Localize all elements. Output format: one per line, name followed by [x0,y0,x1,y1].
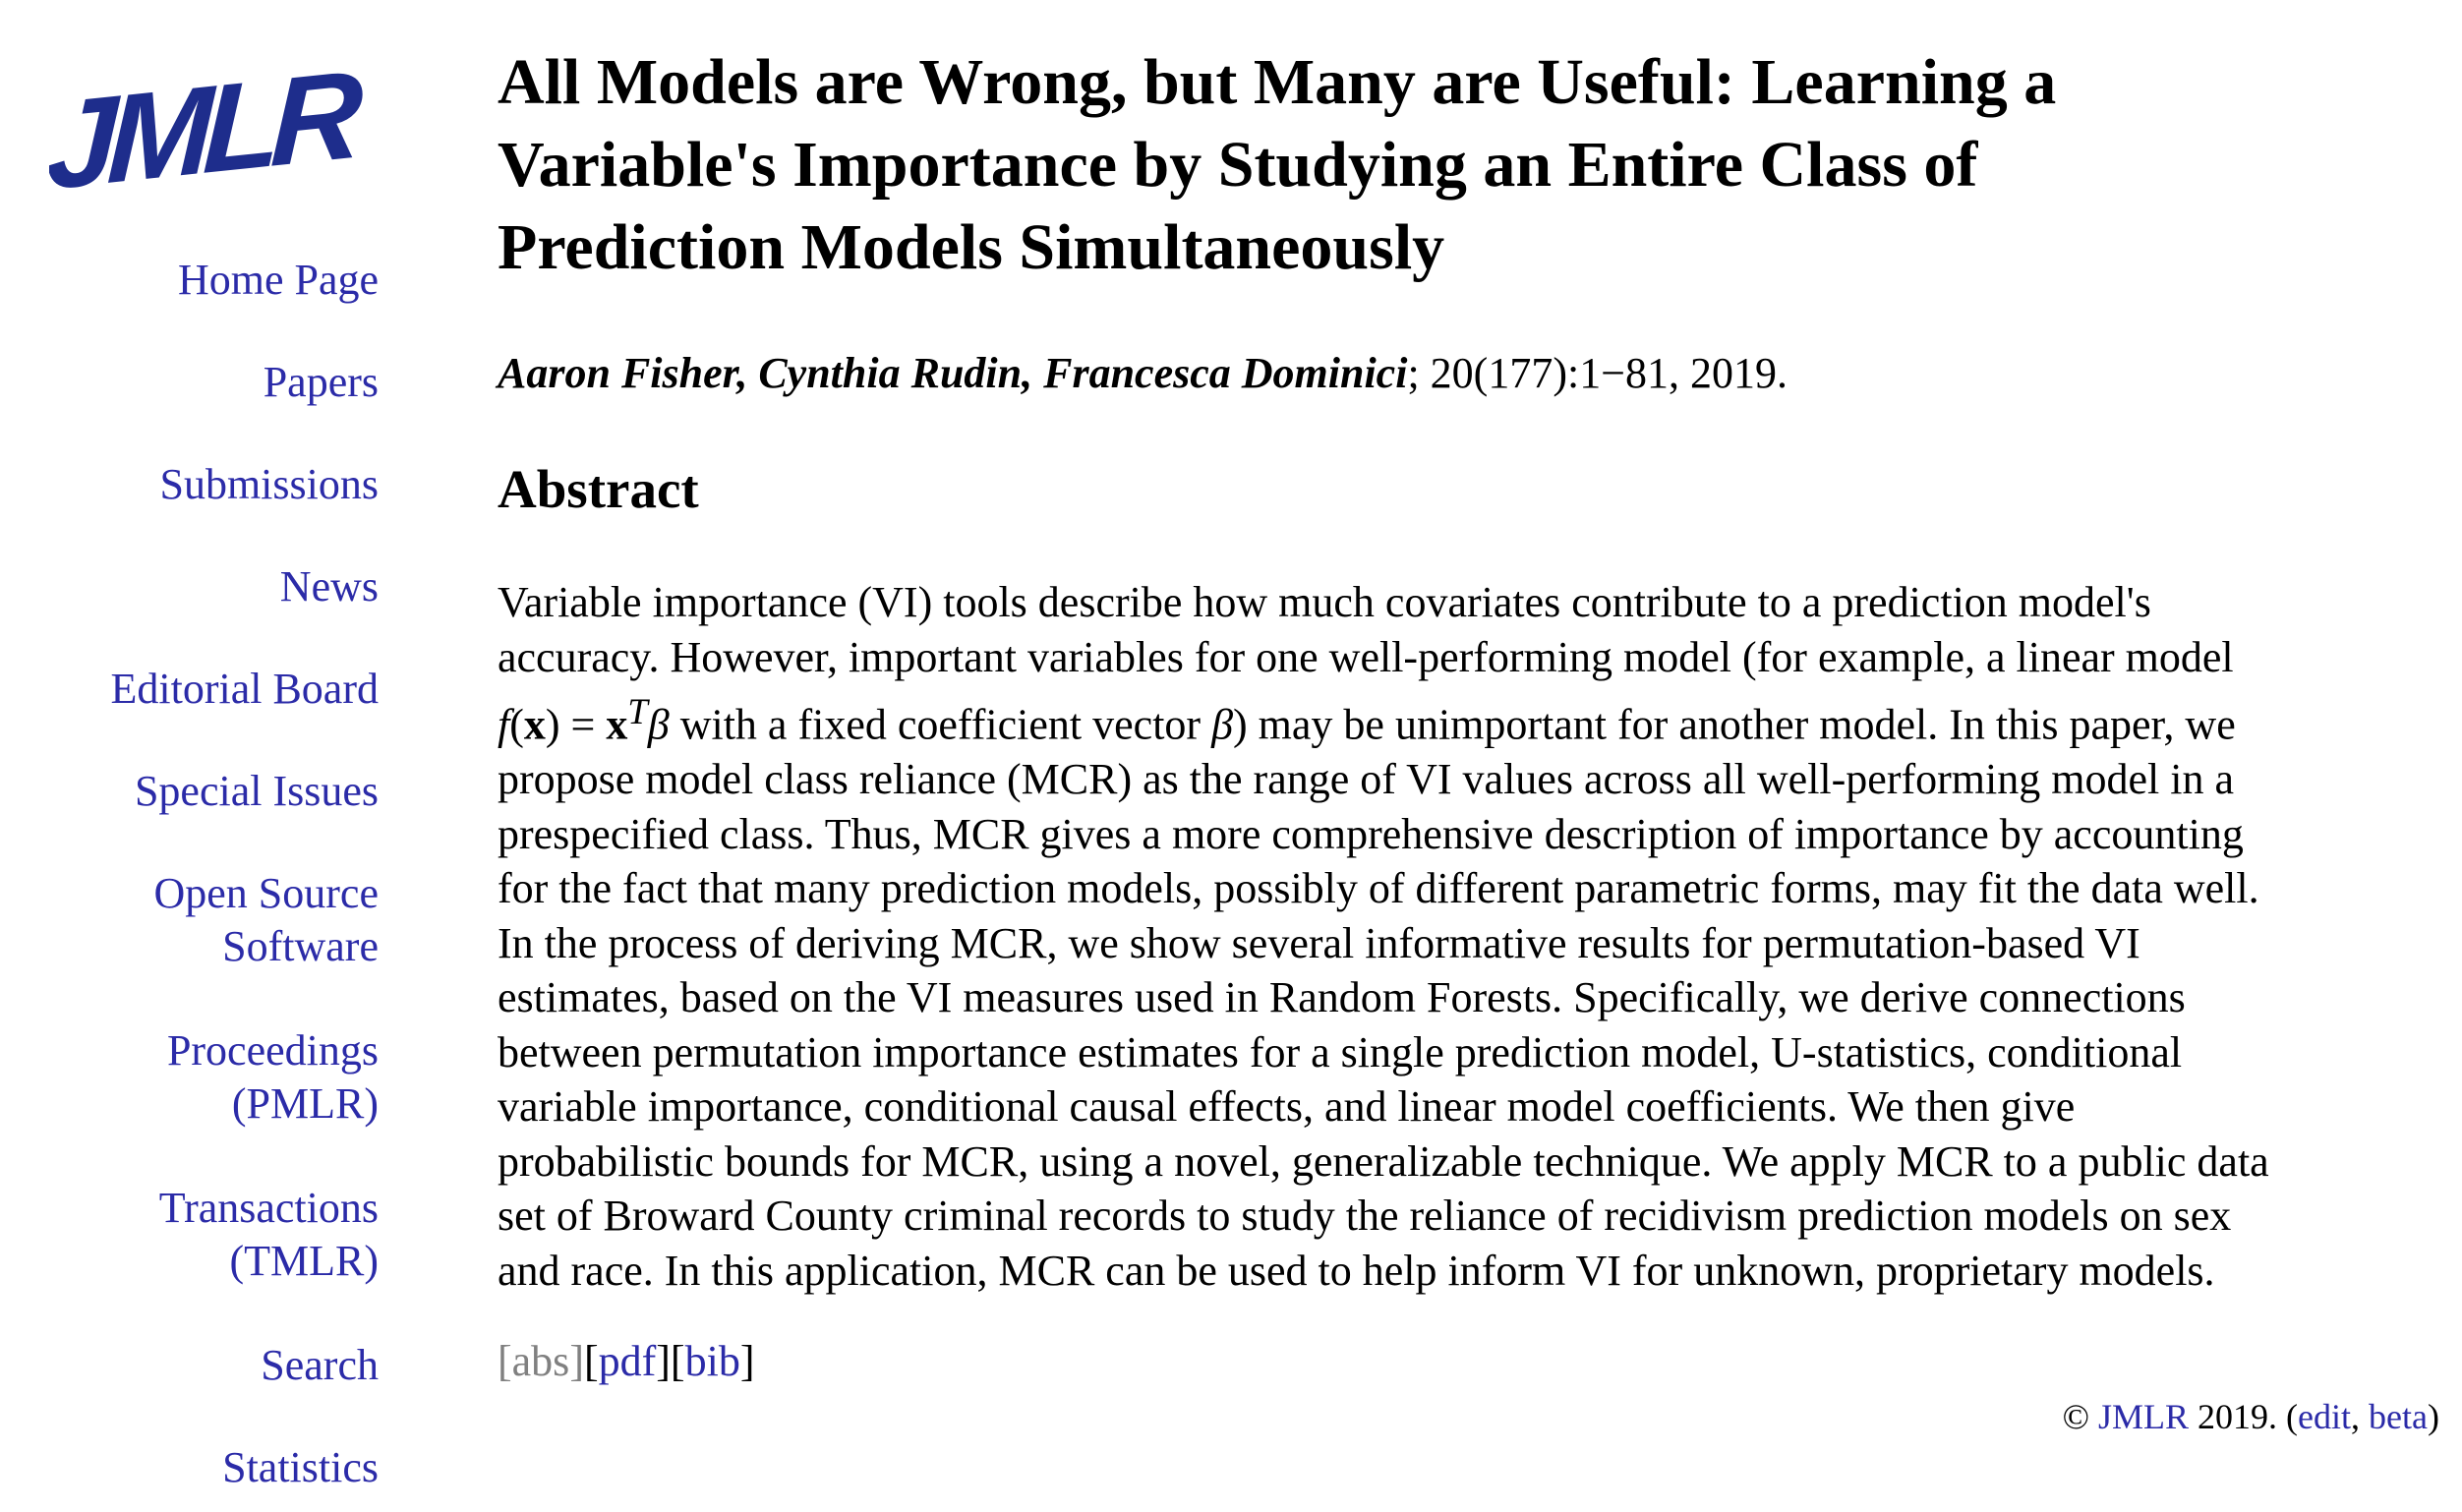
sidebar-item-papers[interactable]: Papers [0,356,379,409]
paper-authors: Aaron Fisher, Cynthia Rudin, Francesca D… [498,349,1408,397]
math-f: f [498,700,510,749]
footer-edit-link[interactable]: edit [2298,1397,2352,1436]
footer-close: ) [2428,1397,2439,1436]
sidebar-item-search[interactable]: Search [0,1339,379,1392]
sidebar-item-home-page[interactable]: Home Page [0,254,379,307]
abstract-line: set of Broward County criminal records t… [498,1192,2232,1241]
sidebar-item-label: Search [261,1341,379,1389]
abstract-line: between permutation importance estimates… [498,1027,2183,1076]
abstract-line: and race. In this application, MCR can b… [498,1246,2215,1295]
sidebar-item-label: Editorial Board [110,665,380,713]
abstract-line: Variable importance (VI) tools describe … [498,578,2151,626]
paper-authors-line: Aaron Fisher, Cynthia Rudin, Francesca D… [498,346,1788,401]
math-x-vector: x [606,700,628,749]
abstract-line: probabilistic bounds for MCR, using a no… [498,1136,2269,1186]
math-equals: = [559,700,607,749]
sidebar-item-label-line2: Software [222,922,379,970]
math-beta: β [1211,700,1234,749]
footer-separator: , [2351,1397,2370,1436]
sidebar-item-special-issues[interactable]: Special Issues [0,765,379,818]
abstract-line: In the process of deriving MCR, we show … [498,918,2140,967]
paper-citation: ; 20(177):1−81, 2019. [1407,349,1788,397]
copyright-symbol: © [2062,1397,2099,1436]
sidebar-item-label-line2: (PMLR) [231,1079,379,1128]
sidebar-item-editorial-board[interactable]: Editorial Board [0,663,380,716]
sidebar-item-label: Open Source [153,869,380,917]
abstract-heading: Abstract [498,459,699,519]
math-beta: β [647,700,670,749]
sidebar-item-open-source-software[interactable]: Open Source Software [0,867,380,973]
paper-title-line: Prediction Models Simultaneously [498,211,1445,283]
paper-title: All Models are Wrong, but Many are Usefu… [498,41,2366,289]
sidebar-item-transactions[interactable]: Transactions (TMLR) [0,1182,379,1288]
pdf-link[interactable]: pdf [598,1337,657,1385]
footer-year: 2019. ( [2189,1397,2299,1436]
footer-jmlr-link[interactable]: JMLR [2098,1397,2190,1436]
sidebar-item-label: News [279,562,379,611]
math-transpose: T [627,691,648,731]
abstract-line-with-math: f(x) = xTβ with a fixed coefficient vect… [498,691,2236,749]
sidebar-item-label: Statistics [222,1443,379,1491]
sidebar-item-proceedings[interactable]: Proceedings (PMLR) [0,1024,379,1131]
footer: © JMLR 2019. (edit, beta) [2063,1393,2439,1440]
abs-link[interactable]: abs [511,1337,570,1385]
paper-title-line: All Models are Wrong, but Many are Usefu… [498,46,2057,118]
abstract-line-segment: with a fixed coefficient vector [679,700,1202,749]
bracket: ] [569,1337,584,1385]
abstract-line: prespecified class. Thus, MCR gives a mo… [498,809,2244,858]
paper-links: [abs][pdf][bib] [498,1337,755,1385]
svg-text:JMLR: JMLR [49,57,365,204]
sidebar-item-label: Proceedings [166,1026,379,1075]
abstract-line: estimates, based on the VI measures used… [498,973,2186,1022]
abstract-line: variable importance, conditional causal … [498,1082,2076,1132]
sidebar: JMLR Home Page Papers Submissions News E… [0,0,379,1512]
sidebar-item-label: Transactions [158,1184,379,1232]
bracket: [ [498,1337,512,1385]
sidebar-item-label-line2: (TMLR) [229,1237,379,1285]
abstract-text: Variable importance (VI) tools describe … [498,575,2454,1298]
paper-title-line: Variable's Importance by Studying an Ent… [498,129,1978,201]
sidebar-item-submissions[interactable]: Submissions [0,458,379,511]
sidebar-item-label: Papers [263,358,379,406]
abstract-line: accuracy. However, important variables f… [498,632,2234,681]
sidebar-item-label: Home Page [177,256,379,304]
sidebar-item-label: Special Issues [134,767,379,815]
sidebar-item-label: Submissions [159,460,379,508]
bib-link[interactable]: bib [684,1337,740,1385]
math-x: x [523,700,546,749]
abstract-line: propose model class reliance (MCR) as th… [498,755,2234,804]
abstract-line: for the fact that many prediction models… [498,864,2259,913]
sidebar-item-statistics[interactable]: Statistics [0,1441,379,1494]
jmlr-logo[interactable]: JMLR [49,57,383,204]
footer-beta-link[interactable]: beta [2369,1397,2428,1436]
jmlr-logo-image: JMLR [49,57,365,204]
abstract-line-segment: ) may be unimportant for another model. … [1233,700,2236,749]
sidebar-item-news[interactable]: News [0,560,379,613]
